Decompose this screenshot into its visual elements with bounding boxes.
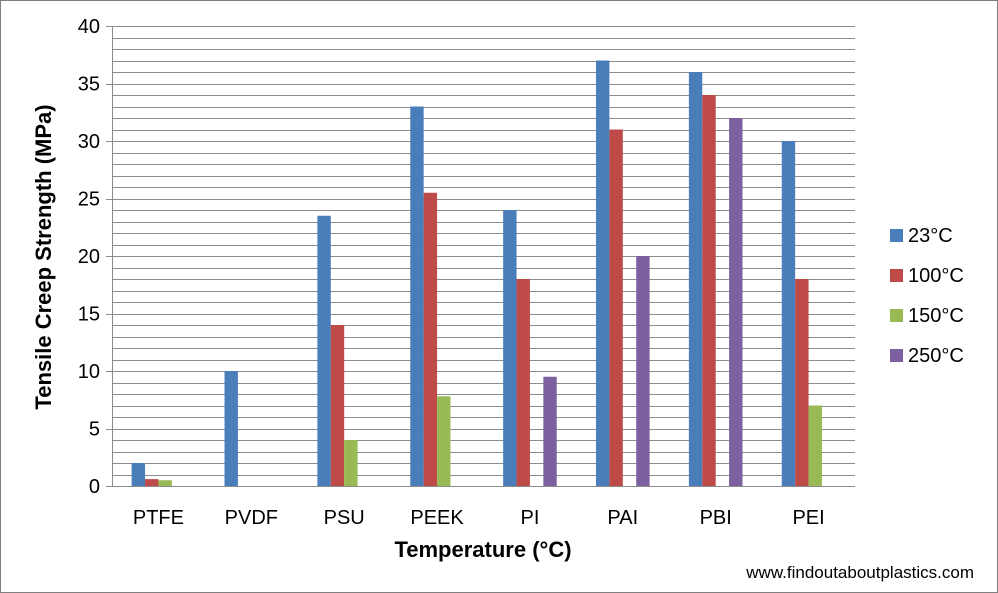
legend-label: 100°C <box>908 265 964 287</box>
y-tick-label: 30 <box>78 131 100 153</box>
bar <box>145 479 159 486</box>
bar <box>344 440 358 486</box>
bar <box>503 210 517 486</box>
bar <box>729 118 743 486</box>
y-tick-label: 40 <box>78 16 100 38</box>
bar <box>131 463 146 486</box>
bar <box>224 371 238 486</box>
bar <box>437 396 451 486</box>
y-tick-label: 25 <box>78 189 100 211</box>
bar <box>410 106 424 486</box>
bar <box>702 95 716 486</box>
legend-swatch <box>890 309 903 322</box>
axes <box>106 26 855 487</box>
x-tick-label: PBI <box>700 507 732 529</box>
y-tick-label: 15 <box>78 304 100 326</box>
x-tick-labels: PTFE PVDF PSU PEEK PI PAI PBI PEI <box>133 507 825 529</box>
legend: 23°C 100°C 150°C 250°C <box>890 225 964 367</box>
y-tick-labels: 0 5 10 15 20 25 30 35 40 <box>78 16 100 498</box>
y-tick-label: 10 <box>78 361 100 383</box>
x-tick-label: PSU <box>324 507 365 529</box>
bar <box>423 192 438 486</box>
y-axis-title: Tensile Creep Strength (MPa) <box>31 104 56 409</box>
legend-item: 250°C <box>890 345 964 367</box>
legend-item: 23°C <box>890 225 953 247</box>
x-axis-title: Temperature (°C) <box>394 537 571 562</box>
bar <box>317 215 331 486</box>
legend-swatch <box>890 349 903 362</box>
bars <box>131 60 822 486</box>
bar <box>330 325 345 486</box>
bar <box>808 405 822 486</box>
y-tick-label: 5 <box>89 419 100 441</box>
bar <box>795 279 809 486</box>
legend-swatch <box>890 269 903 282</box>
x-tick-label: PAI <box>607 507 638 529</box>
y-tick-label: 0 <box>89 476 100 498</box>
legend-item: 100°C <box>890 265 964 287</box>
watermark-url: www.findoutaboutplastics.com <box>745 563 974 582</box>
bar <box>609 129 623 486</box>
x-tick-label: PEI <box>792 507 824 529</box>
bar <box>596 60 610 486</box>
y-tick-label: 35 <box>78 74 100 96</box>
gridlines <box>112 26 855 487</box>
legend-item: 150°C <box>890 305 964 327</box>
x-tick-label: PVDF <box>225 507 278 529</box>
legend-label: 150°C <box>908 305 964 327</box>
x-tick-label: PEEK <box>410 507 464 529</box>
legend-label: 250°C <box>908 345 964 367</box>
bar <box>158 480 172 486</box>
bar <box>636 256 650 486</box>
x-tick-label: PI <box>520 507 539 529</box>
x-tick-label: PTFE <box>133 507 184 529</box>
bar <box>781 141 796 486</box>
legend-label: 23°C <box>908 225 953 247</box>
legend-swatch <box>890 229 903 242</box>
y-tick-label: 20 <box>78 246 100 268</box>
bar <box>543 376 557 486</box>
bar <box>516 279 530 486</box>
bar <box>688 72 703 486</box>
